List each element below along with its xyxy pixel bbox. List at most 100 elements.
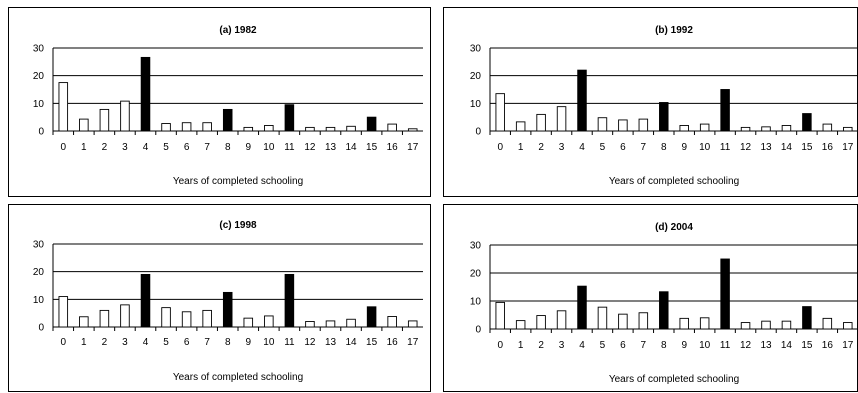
chart-panel-d: (d) 2004 0 10 20 30 0 1 2 3 4 5 6 7 8 9 10 11 12 13 14 15 16 1… [443, 204, 858, 392]
x-tick-label: 5 [600, 340, 606, 351]
y-tick-label: 10 [33, 295, 45, 306]
x-tick-label: 15 [801, 340, 813, 351]
bar-6 [618, 119, 628, 132]
bar-15 [366, 116, 377, 132]
bar-12 [305, 321, 315, 328]
y-tick-label: 10 [470, 99, 482, 110]
x-tick-label: 13 [325, 142, 337, 153]
x-tick-label: 10 [699, 340, 711, 351]
bar-0 [58, 82, 69, 132]
x-tick-label: 6 [620, 340, 626, 351]
y-tick-label: 20 [470, 269, 482, 280]
x-tick-label: 12 [304, 337, 316, 348]
x-tick-label: 11 [720, 142, 731, 153]
x-tick-label: 4 [143, 142, 149, 153]
x-tick-label: 15 [366, 142, 378, 153]
x-tick-label: 11 [720, 340, 731, 351]
x-tick-label: 10 [699, 142, 711, 153]
bar-9 [679, 317, 689, 330]
bar-5 [161, 123, 171, 132]
bar-12 [305, 126, 315, 132]
chart-panel-c: (c) 1998 0 10 20 30 0 1 2 3 4 5 6 7 8 9 10 11 12 13 14 15 16 1… [8, 204, 431, 392]
bar-2 [99, 309, 110, 328]
x-tick-label: 13 [325, 337, 337, 348]
x-tick-label: 17 [842, 340, 854, 351]
x-tick-label: 1 [81, 142, 87, 153]
bar-9 [679, 125, 689, 132]
x-tick-label: 14 [781, 340, 793, 351]
bar-11 [720, 89, 730, 132]
x-tick-label: 10 [263, 337, 275, 348]
x-tick-label: 1 [518, 340, 524, 351]
bar-10 [264, 125, 274, 132]
chart-panel-a: (a) 1982 0 10 20 30 0 1 2 3 4 5 6 7 8 9 10 11 12 13 14 15 16 1… [8, 7, 431, 197]
x-axis-label: Years of completed schooling [609, 176, 739, 187]
x-tick-label: 2 [102, 337, 108, 348]
bar-14 [346, 125, 356, 132]
bar-17 [843, 322, 853, 330]
x-tick-label: 3 [122, 337, 128, 348]
chart-title: (b) 1992 [655, 25, 693, 36]
bar-7 [638, 312, 649, 330]
x-tick-label: 3 [122, 142, 128, 153]
y-tick-label: 30 [33, 44, 45, 55]
x-tick-label: 11 [284, 337, 295, 348]
bar-10 [264, 315, 274, 328]
bar-6 [181, 122, 192, 132]
y-tick-label: 20 [33, 267, 45, 278]
y-tick-label: 0 [475, 127, 481, 138]
bar-13 [325, 320, 336, 328]
chart-title: (d) 2004 [655, 222, 693, 233]
x-tick-label: 1 [518, 142, 524, 153]
bar-3 [556, 106, 567, 132]
x-tick-label: 4 [579, 142, 585, 153]
x-tick-label: 6 [184, 337, 190, 348]
y-tick-label: 0 [38, 323, 44, 334]
bar-13 [761, 126, 771, 132]
y-tick-label: 10 [33, 99, 45, 110]
x-tick-label: 7 [204, 337, 210, 348]
bar-2 [536, 113, 546, 132]
bar-4 [140, 56, 151, 132]
x-tick-label: 9 [681, 340, 687, 351]
bar-7 [202, 309, 212, 328]
bar-4 [140, 273, 151, 328]
bar-5 [597, 117, 608, 132]
x-tick-label: 4 [143, 337, 149, 348]
bar-16 [822, 317, 833, 330]
y-tick-label: 20 [470, 71, 482, 82]
bar-14 [781, 125, 792, 132]
bar-1 [79, 316, 89, 328]
x-tick-label: 17 [407, 337, 419, 348]
x-tick-label: 4 [579, 340, 585, 351]
x-tick-label: 8 [225, 337, 231, 348]
bar-6 [181, 311, 192, 328]
y-tick-label: 0 [38, 127, 44, 138]
bar-3 [120, 304, 130, 328]
x-tick-label: 9 [245, 142, 251, 153]
x-tick-label: 16 [822, 340, 834, 351]
x-tick-label: 15 [366, 337, 378, 348]
x-tick-label: 2 [538, 340, 544, 351]
x-tick-label: 0 [497, 340, 503, 351]
x-tick-label: 14 [781, 142, 793, 153]
y-tick-label: 10 [470, 297, 482, 308]
bar-15 [802, 113, 812, 132]
x-tick-label: 9 [681, 142, 687, 153]
bar-4 [577, 285, 587, 330]
x-tick-label: 7 [204, 142, 210, 153]
x-tick-label: 5 [163, 142, 169, 153]
bar-10 [699, 317, 710, 330]
bar-11 [720, 258, 730, 330]
x-tick-label: 12 [740, 142, 752, 153]
x-axis-label: Years of completed schooling [609, 374, 739, 385]
x-tick-label: 5 [163, 337, 169, 348]
x-tick-label: 8 [661, 142, 667, 153]
bar-1 [515, 320, 526, 330]
bar-0 [58, 296, 69, 328]
bar-13 [761, 320, 771, 330]
